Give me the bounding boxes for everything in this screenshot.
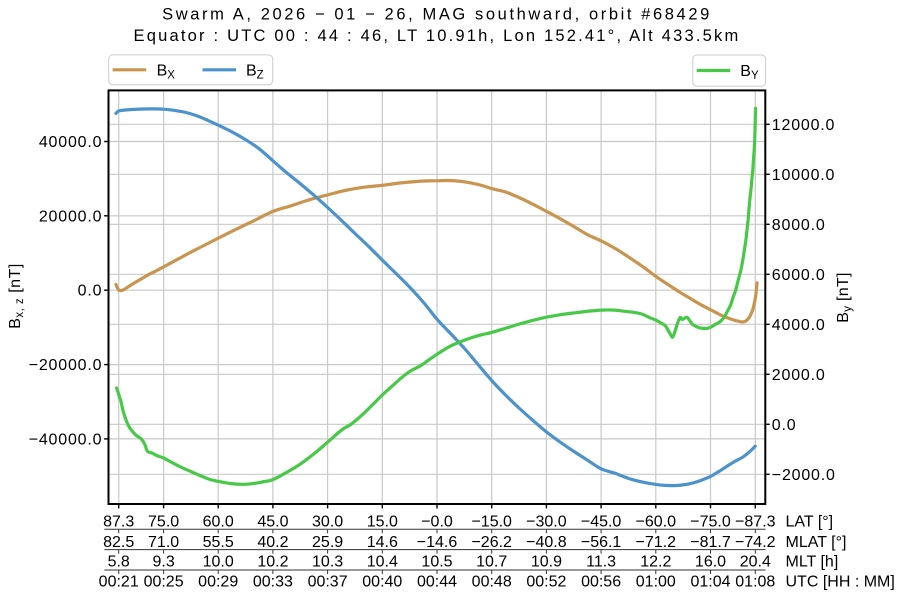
svg-text:−20000.0: −20000.0 bbox=[29, 357, 103, 374]
svg-text:10000.0: 10000.0 bbox=[772, 167, 835, 184]
svg-text:MLT [h]: MLT [h] bbox=[786, 554, 839, 571]
svg-text:55.5: 55.5 bbox=[203, 534, 234, 551]
svg-text:−87.3: −87.3 bbox=[735, 514, 776, 531]
svg-text:14.6: 14.6 bbox=[367, 534, 398, 551]
svg-text:00:44: 00:44 bbox=[417, 574, 457, 591]
svg-text:−71.2: −71.2 bbox=[636, 534, 677, 551]
svg-text:00:40: 00:40 bbox=[362, 574, 402, 591]
svg-text:4000.0: 4000.0 bbox=[772, 317, 826, 334]
svg-text:Bx, z [nT]: Bx, z [nT] bbox=[7, 263, 26, 329]
svg-text:45.0: 45.0 bbox=[257, 514, 288, 531]
svg-text:10.9: 10.9 bbox=[531, 554, 562, 571]
svg-text:30.0: 30.0 bbox=[312, 514, 343, 531]
svg-text:11.3: 11.3 bbox=[586, 554, 616, 571]
svg-text:10.5: 10.5 bbox=[421, 554, 452, 571]
svg-text:71.0: 71.0 bbox=[148, 534, 179, 551]
svg-text:−30.0: −30.0 bbox=[526, 514, 567, 531]
svg-text:5.8: 5.8 bbox=[108, 554, 130, 571]
svg-text:8000.0: 8000.0 bbox=[772, 217, 826, 234]
svg-text:−60.0: −60.0 bbox=[636, 514, 677, 531]
svg-text:−40000.0: −40000.0 bbox=[29, 431, 103, 448]
svg-text:01:00: 01:00 bbox=[636, 574, 676, 591]
svg-text:00:21: 00:21 bbox=[99, 574, 139, 591]
svg-text:00:56: 00:56 bbox=[581, 574, 621, 591]
svg-text:UTC [HH : MM]: UTC [HH : MM] bbox=[786, 574, 895, 591]
svg-text:15.0: 15.0 bbox=[367, 514, 398, 531]
svg-text:20000.0: 20000.0 bbox=[39, 208, 102, 225]
svg-text:01:04: 01:04 bbox=[690, 574, 730, 591]
svg-text:−74.2: −74.2 bbox=[735, 534, 776, 551]
svg-text:−81.7: −81.7 bbox=[690, 534, 731, 551]
svg-text:10.0: 10.0 bbox=[203, 554, 234, 571]
svg-text:−40.8: −40.8 bbox=[526, 534, 567, 551]
svg-text:Equator : UTC 00 : 44 : 46,: Equator : UTC 00 : 44 : 46, LT 10.91h, L… bbox=[134, 27, 741, 45]
svg-text:0.0: 0.0 bbox=[772, 417, 797, 434]
svg-text:0.0: 0.0 bbox=[78, 283, 103, 300]
svg-text:00:48: 00:48 bbox=[472, 574, 512, 591]
svg-text:−14.6: −14.6 bbox=[417, 534, 458, 551]
svg-text:40000.0: 40000.0 bbox=[39, 134, 102, 151]
svg-text:00:52: 00:52 bbox=[526, 574, 566, 591]
svg-text:6000.0: 6000.0 bbox=[772, 267, 826, 284]
svg-text:82.5: 82.5 bbox=[103, 534, 134, 551]
svg-text:9.3: 9.3 bbox=[152, 554, 174, 571]
svg-text:LAT [°]: LAT [°] bbox=[786, 514, 834, 531]
svg-text:By [nT]: By [nT] bbox=[835, 272, 854, 323]
svg-text:MLAT [°]: MLAT [°] bbox=[786, 534, 847, 551]
svg-text:−56.1: −56.1 bbox=[581, 534, 622, 551]
svg-text:20.4: 20.4 bbox=[740, 554, 771, 571]
svg-text:−15.0: −15.0 bbox=[471, 514, 512, 531]
svg-text:00:25: 00:25 bbox=[144, 574, 184, 591]
svg-text:Swarm A, 2026 − 01 − 26, MAG: Swarm A, 2026 − 01 − 26, MAG southward, … bbox=[162, 6, 712, 24]
svg-text:75.0: 75.0 bbox=[148, 514, 179, 531]
svg-text:12000.0: 12000.0 bbox=[772, 117, 835, 134]
svg-text:−2000.0: −2000.0 bbox=[772, 467, 836, 484]
svg-text:16.0: 16.0 bbox=[695, 554, 726, 571]
svg-text:00:29: 00:29 bbox=[198, 574, 238, 591]
svg-text:−45.0: −45.0 bbox=[581, 514, 622, 531]
svg-text:−75.0: −75.0 bbox=[690, 514, 731, 531]
svg-text:10.7: 10.7 bbox=[476, 554, 507, 571]
svg-text:10.2: 10.2 bbox=[257, 554, 288, 571]
svg-text:00:33: 00:33 bbox=[253, 574, 293, 591]
svg-text:60.0: 60.0 bbox=[203, 514, 234, 531]
svg-text:00:37: 00:37 bbox=[308, 574, 348, 591]
svg-text:12.2: 12.2 bbox=[640, 554, 671, 571]
svg-text:87.3: 87.3 bbox=[103, 514, 134, 531]
svg-text:10.3: 10.3 bbox=[312, 554, 343, 571]
svg-text:10.4: 10.4 bbox=[367, 554, 398, 571]
svg-text:2000.0: 2000.0 bbox=[772, 367, 826, 384]
svg-text:25.9: 25.9 bbox=[312, 534, 343, 551]
svg-text:−0.0: −0.0 bbox=[421, 514, 453, 531]
svg-text:01:08: 01:08 bbox=[735, 574, 775, 591]
svg-text:−26.2: −26.2 bbox=[471, 534, 512, 551]
svg-text:40.2: 40.2 bbox=[257, 534, 288, 551]
